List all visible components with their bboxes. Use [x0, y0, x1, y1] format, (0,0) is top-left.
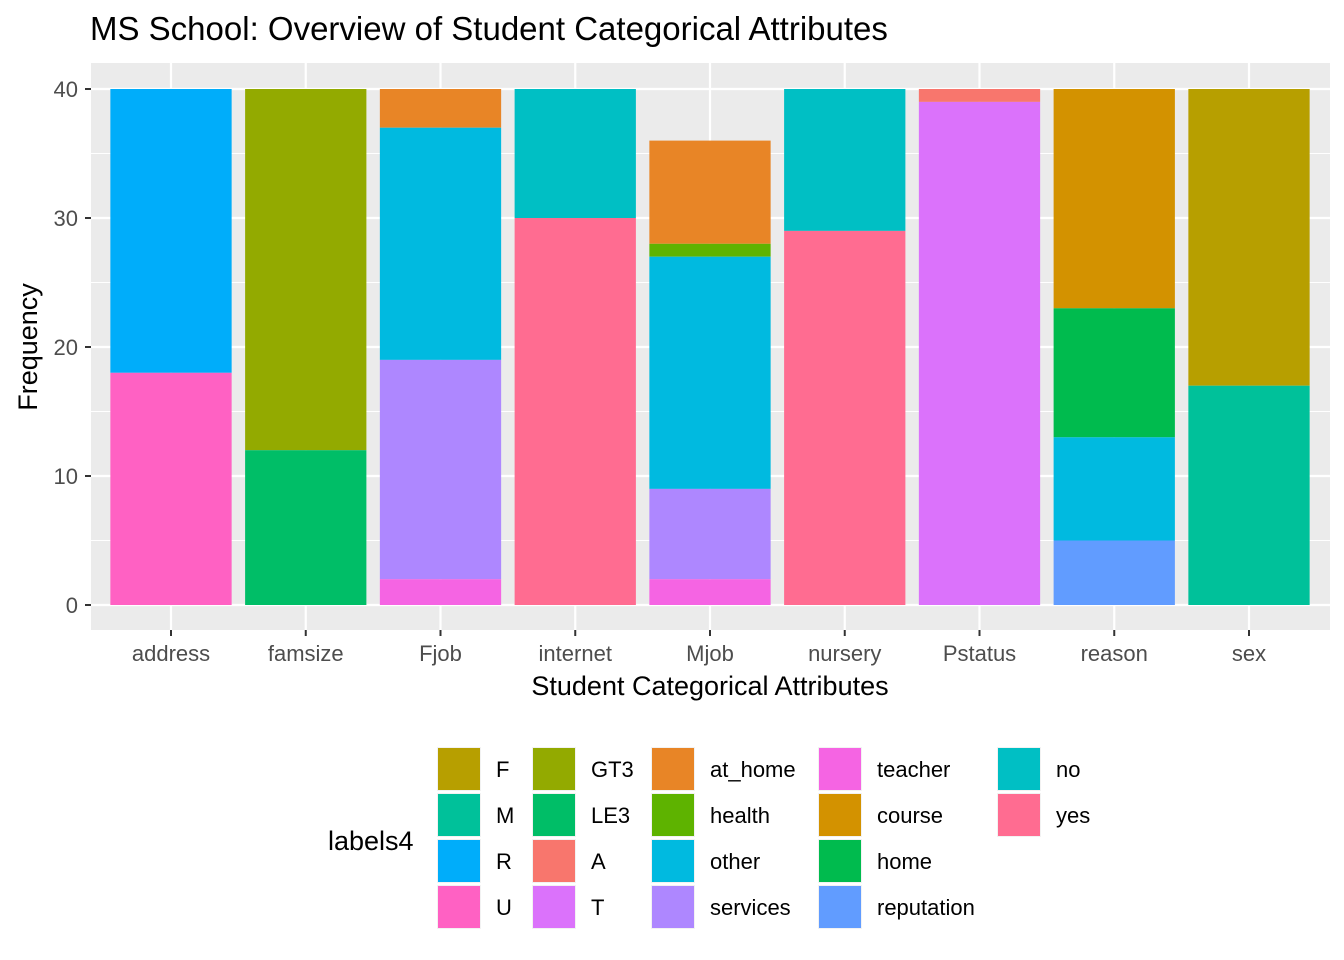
legend-swatch-course	[819, 794, 861, 836]
bar-segment-sex-f	[1188, 89, 1310, 386]
legend-swatch-services	[652, 886, 694, 928]
bar-segment-address-u	[110, 372, 232, 605]
legend-title: labels4	[328, 826, 414, 856]
bar-segment-reason-reputation	[1053, 540, 1175, 605]
legend-swatch-at-home	[652, 748, 694, 790]
legend-label: F	[496, 757, 509, 782]
bar-segment-reason-home	[1053, 308, 1175, 438]
bar-segment-mjob-services	[649, 488, 771, 580]
x-tick-label: nursery	[808, 641, 881, 666]
x-tick-label: famsize	[268, 641, 344, 666]
legend-label: LE3	[591, 803, 630, 828]
x-tick-label: Fjob	[419, 641, 462, 666]
bar-segment-famsize-gt3	[245, 89, 367, 451]
legend-swatch-other	[652, 840, 694, 882]
bar-segment-fjob-other	[379, 127, 502, 360]
bar-segment-pstatus-t	[918, 101, 1041, 606]
x-tick-label: Pstatus	[943, 641, 1016, 666]
legend-label: A	[591, 849, 606, 874]
bar-segment-internet-yes	[514, 218, 636, 605]
legend-label: GT3	[591, 757, 634, 782]
x-tick-label: internet	[539, 641, 612, 666]
bar-segment-sex-m	[1188, 385, 1310, 605]
x-axis-title: Student Categorical Attributes	[531, 671, 888, 701]
legend-swatch-reputation	[819, 886, 861, 928]
legend-swatch-no	[998, 748, 1040, 790]
legend-label: no	[1056, 757, 1080, 782]
chart-title: MS School: Overview of Student Categoric…	[90, 10, 888, 47]
bar-segment-mjob-at-home	[649, 140, 771, 244]
legend-label: services	[710, 895, 791, 920]
y-tick-label: 40	[54, 77, 78, 102]
bar-segment-reason-other	[1053, 437, 1175, 541]
legend-swatch-home	[819, 840, 861, 882]
y-tick-label: 20	[54, 335, 78, 360]
legend-swatch-r	[438, 840, 480, 882]
legend-label: home	[877, 849, 932, 874]
bar-segment-mjob-teacher	[649, 579, 771, 605]
legend-label: other	[710, 849, 760, 874]
legend-swatch-health	[652, 794, 694, 836]
legend-swatch-u	[438, 886, 480, 928]
legend-label: course	[877, 803, 943, 828]
legend-label: yes	[1056, 803, 1090, 828]
legend-label: T	[591, 895, 604, 920]
bar-segment-reason-course	[1053, 89, 1175, 309]
bar-segment-famsize-le3	[245, 450, 367, 605]
legend-label: reputation	[877, 895, 975, 920]
bar-segment-fjob-teacher	[379, 579, 502, 605]
legend-label: at_home	[710, 757, 796, 782]
bar-segment-mjob-health	[649, 243, 771, 257]
legend-label: teacher	[877, 757, 950, 782]
legend-swatch-t	[533, 886, 575, 928]
legend-label: R	[496, 849, 512, 874]
legend-swatch-gt3	[533, 748, 575, 790]
x-tick-label: sex	[1232, 641, 1266, 666]
legend-swatch-f	[438, 748, 480, 790]
legend-swatch-le3	[533, 794, 575, 836]
bar-segment-fjob-at-home	[379, 89, 502, 128]
bar-segment-nursery-no	[784, 89, 906, 231]
x-tick-label: Mjob	[686, 641, 734, 666]
legend-label: health	[710, 803, 770, 828]
axis-ticks: 0 10 20 30 40 address famsize Fjob internet Mjob n…	[54, 77, 1267, 666]
y-axis-title: Frequency	[13, 283, 43, 411]
bars	[110, 89, 1310, 606]
y-tick-label: 0	[66, 593, 78, 618]
bar-segment-nursery-yes	[784, 230, 906, 605]
y-tick-label: 10	[54, 464, 78, 489]
bar-segment-mjob-other	[649, 256, 771, 489]
legend-swatch-a	[533, 840, 575, 882]
legend-swatch-m	[438, 794, 480, 836]
bar-segment-fjob-services	[379, 359, 502, 580]
bar-segment-internet-no	[514, 89, 636, 218]
x-tick-label: reason	[1081, 641, 1148, 666]
legend-swatch-yes	[998, 794, 1040, 836]
x-tick-label: address	[132, 641, 210, 666]
legend-label: U	[496, 895, 512, 920]
legend-label: M	[496, 803, 514, 828]
y-tick-label: 30	[54, 206, 78, 231]
bar-segment-address-r	[110, 89, 232, 373]
bar-segment-pstatus-a	[918, 89, 1041, 102]
legend-swatch-teacher	[819, 748, 861, 790]
